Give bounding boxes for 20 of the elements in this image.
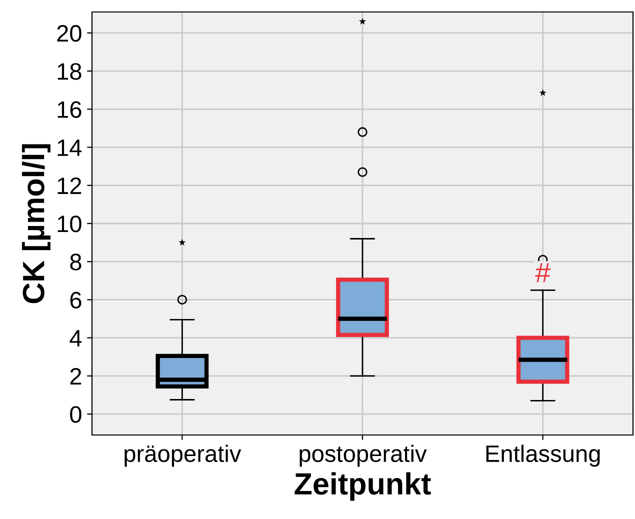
y-tick-label: 14 [58,140,82,156]
y-tick-label: 18 [58,63,82,80]
x-tick-label: Entlassung [486,444,600,467]
x-tick-label: präoperativ [124,444,242,467]
x-tick-label: postoperativ [300,444,427,467]
y-tick-label: 12 [58,177,82,194]
annotation: # [535,263,550,282]
y-tick-label: 6 [70,292,82,309]
y-tick-label: 16 [58,101,82,118]
point [358,18,366,25]
y-tick-label: 0 [70,406,82,423]
y-tick-label: 8 [70,254,82,270]
x-axis-title: Zeitpunkt [294,472,431,501]
y-tick-label: 20 [57,25,82,42]
y-tick-label: 4 [70,330,82,346]
y-tick-label: 2 [70,368,82,384]
y-tick-label: 10 [58,216,82,232]
y-axis-title: CK [µmol/l] [22,144,50,304]
point [178,238,186,246]
point [539,89,546,96]
